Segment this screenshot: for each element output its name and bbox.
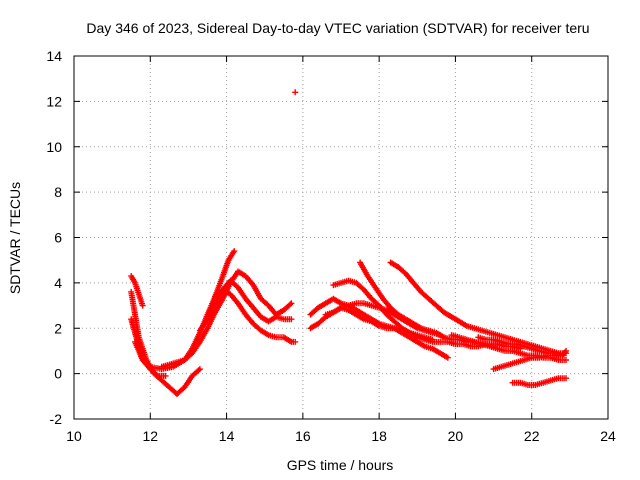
y-tick-labels: -2 0 2 4 6 8 10 12 14: [46, 48, 62, 427]
data-point-marks: [490, 352, 566, 373]
y-tick-label: 4: [54, 275, 62, 291]
y-tick-label: 10: [46, 139, 62, 155]
series-track-13: [387, 259, 569, 357]
y-tick-label: -2: [50, 411, 63, 427]
y-tick-label: 6: [54, 230, 62, 246]
x-tick-label: 24: [600, 428, 616, 444]
x-tick-label: 18: [371, 428, 387, 444]
series-track-16: [490, 352, 566, 373]
data-series: [128, 89, 569, 397]
x-axis-title: GPS time / hours: [287, 457, 394, 473]
series-track-1: [128, 273, 146, 309]
y-tick-label: 12: [46, 93, 62, 109]
data-point-marks: [330, 277, 497, 350]
data-point-marks: [128, 273, 146, 309]
x-tick-label: 16: [295, 428, 311, 444]
x-tick-label: 12: [142, 428, 158, 444]
x-tick-label: 10: [66, 428, 82, 444]
series-track-3: [128, 288, 203, 397]
x-tick-label: 22: [524, 428, 540, 444]
data-point-marks: [132, 248, 238, 373]
x-tick-labels: 10 12 14 16 18 20 22 24: [66, 428, 616, 444]
x-tick-label: 20: [448, 428, 464, 444]
y-tick-label: 8: [54, 184, 62, 200]
x-tick-label: 14: [219, 428, 235, 444]
data-point-marks: [128, 288, 203, 397]
series-track-4: [132, 248, 238, 373]
data-point-marks: [307, 300, 444, 339]
data-point-marks: [509, 375, 569, 388]
series-track-9: [307, 300, 444, 339]
y-tick-label: 0: [54, 366, 62, 382]
y-axis-title: SDTVAR / TECUs: [7, 182, 23, 294]
series-outlier: [292, 89, 299, 96]
y-tick-label: 2: [54, 320, 62, 336]
data-point-marks: [387, 259, 569, 357]
series-track-7: [212, 286, 299, 345]
chart-title: Day 346 of 2023, Sidereal Day-to-day VTE…: [86, 20, 589, 36]
data-point-marks: [292, 89, 299, 96]
y-tick-label: 14: [46, 48, 62, 64]
axis-ticks: [73, 55, 609, 420]
series-track-11: [330, 277, 497, 350]
grid: [74, 56, 608, 419]
series-track-17: [509, 375, 569, 388]
data-point-marks: [212, 286, 299, 345]
